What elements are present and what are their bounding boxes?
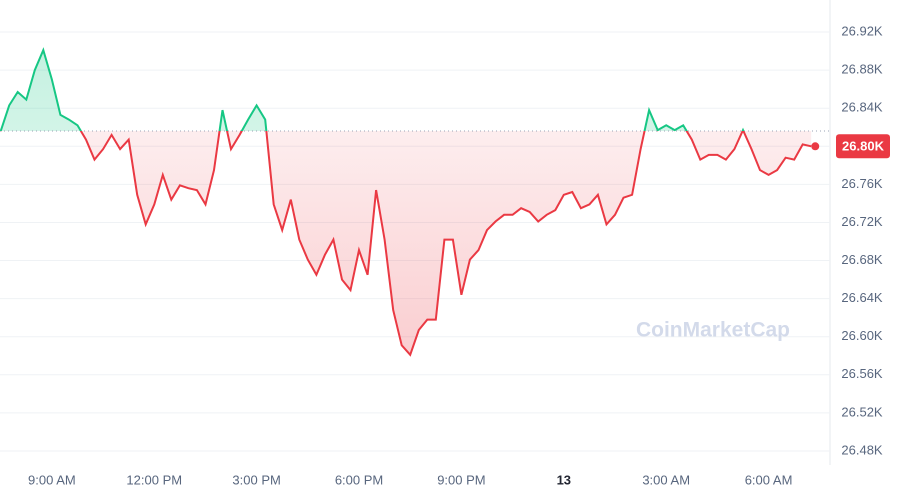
watermark: CoinMarketCap (636, 319, 790, 342)
y-tick-label: 26.76K (841, 176, 883, 191)
x-tick-label: 12:00 PM (126, 472, 182, 487)
price-badge (836, 134, 890, 159)
x-tick-label: 6:00 AM (745, 472, 793, 487)
x-tick-label: 9:00 AM (28, 472, 76, 487)
x-tick-label: 9:00 PM (437, 472, 485, 487)
y-tick-label: 26.60K (841, 328, 883, 343)
y-tick-label: 26.72K (841, 214, 883, 229)
last-point (811, 142, 820, 151)
y-tick-label: 26.88K (841, 62, 883, 77)
x-tick-label: 6:00 PM (335, 472, 383, 487)
price-line-down (0, 131, 812, 357)
y-tick-label: 26.68K (841, 252, 883, 267)
y-tick-label: 26.56K (841, 366, 883, 381)
x-tick-label: 3:00 PM (232, 472, 280, 487)
x-tick-label: 13 (557, 472, 571, 487)
y-tick-label: 26.84K (841, 100, 883, 115)
x-tick-label: 3:00 AM (642, 472, 690, 487)
price-badge-label: 26.80K (842, 139, 885, 154)
area-down (0, 131, 812, 355)
y-tick-label: 26.52K (841, 404, 883, 419)
price-line-up (0, 47, 745, 132)
y-tick-label: 26.48K (841, 442, 883, 457)
y-tick-label: 26.92K (841, 23, 883, 38)
y-tick-label: 26.64K (841, 290, 883, 305)
